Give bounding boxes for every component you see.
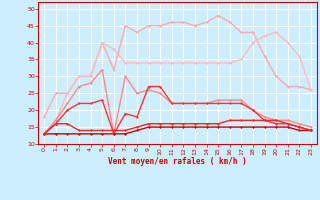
- X-axis label: Vent moyen/en rafales ( km/h ): Vent moyen/en rafales ( km/h ): [108, 157, 247, 166]
